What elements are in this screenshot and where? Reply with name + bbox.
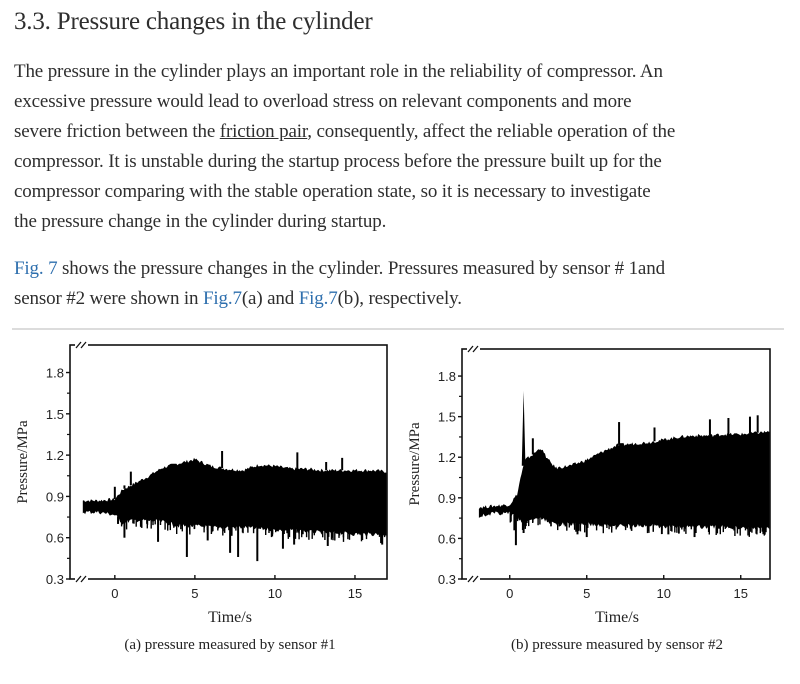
p1-line3-pre: severe friction between the <box>14 121 220 142</box>
axis-break-top <box>75 341 82 349</box>
p2-text2: sensor #2 were shown in <box>14 288 204 309</box>
p1-line6: the pressure change in the cylinder duri… <box>14 211 387 232</box>
x-tick-label: 10 <box>657 586 671 601</box>
axis-break-bottom <box>472 575 479 583</box>
y-tick-label: 0.6 <box>438 531 456 546</box>
section-title: 3.3. Pressure changes in the cylinder <box>14 8 373 35</box>
chart-b-ylabel: Pressure/MPa <box>407 422 423 506</box>
fig7b-link[interactable]: Fig.7 <box>298 288 338 309</box>
chart-a-signal-band <box>82 457 388 537</box>
friction-pair-link[interactable]: friction pair <box>219 121 308 142</box>
axis-break-top-gap <box>75 342 88 348</box>
chart-a-xlabel: Time/s <box>208 609 252 626</box>
figure-7[interactable]: 0.3 0.6 0.9 1.2 1.5 1.8 0 5 10 15 Pressure/MPa Ti… <box>0 331 800 679</box>
p1-line4: compressor. It is unstable during the st… <box>14 151 662 172</box>
y-tick-label: 0.6 <box>46 531 64 546</box>
x-tick-label: 0 <box>111 586 118 601</box>
p2-text4: (b), respectively. <box>337 288 462 309</box>
y-tick-label: 1.8 <box>46 366 64 381</box>
fig7a-link[interactable]: Fig.7 <box>203 288 242 309</box>
axis-break-bottom <box>80 575 87 583</box>
axis-break-bottom <box>75 575 82 583</box>
chart-a-marks <box>82 450 388 562</box>
chart-a-ylabel: Pressure/MPa <box>15 420 31 504</box>
x-tick-label: 5 <box>191 586 198 601</box>
chart-b-caption: (b) pressure measured by sensor #2 <box>511 637 723 653</box>
fig7-link[interactable]: Fig. 7 <box>14 258 58 279</box>
chart-a-caption: (a) pressure measured by sensor #1 <box>124 637 335 653</box>
chart-a-frame <box>69 344 388 580</box>
p1-line3-post: , consequently, affect the reliable oper… <box>307 121 676 142</box>
y-tick-label: 0.3 <box>438 572 456 587</box>
chart-a-ticks: 0.3 0.6 0.9 1.2 1.5 1.8 0 5 10 15 <box>46 341 362 601</box>
y-tick-label: 0.9 <box>46 489 64 504</box>
axis-break-bottom-gap <box>467 576 480 582</box>
y-tick-label: 0.9 <box>438 491 456 506</box>
y-tick-label: 0.3 <box>46 572 64 587</box>
chart-b-xlabel: Time/s <box>595 609 639 626</box>
axis-break-bottom-gap <box>75 576 88 582</box>
p2-text1: shows the pressure changes in the cylind… <box>57 258 665 279</box>
x-tick-label: 0 <box>506 586 513 601</box>
figure-divider <box>12 328 784 330</box>
axis-break-top <box>467 345 474 353</box>
p1-line2: excessive pressure would lead to overloa… <box>14 91 632 112</box>
chart-b-marks <box>478 390 770 546</box>
chart-b-signal-band <box>478 430 770 530</box>
paragraph-pressure-role: The pressure in the cylinder plays an im… <box>14 57 794 237</box>
paragraph-fig7: Fig. 7 shows the pressure changes in the… <box>14 254 794 314</box>
y-tick-label: 1.2 <box>438 450 456 465</box>
axis-break-top-gap <box>467 346 480 352</box>
y-tick-label: 1.5 <box>438 410 456 425</box>
p2-text3: (a) and <box>241 288 299 309</box>
chart-b-frame <box>461 348 771 580</box>
axis-break-bottom <box>467 575 474 583</box>
x-tick-label: 15 <box>734 586 748 601</box>
chart-b: 0.3 0.6 0.9 1.2 1.5 1.8 0 5 10 15 Pressure/MPa Ti… <box>407 345 771 653</box>
chart-b-ticks: 0.3 0.6 0.9 1.2 1.5 1.8 0 5 10 15 <box>438 345 748 601</box>
y-tick-label: 1.5 <box>46 407 64 422</box>
axis-break-top <box>80 341 87 349</box>
spike-up <box>521 390 526 466</box>
x-tick-label: 15 <box>348 586 362 601</box>
figure-7-svg: 0.3 0.6 0.9 1.2 1.5 1.8 0 5 10 15 Pressure/MPa Ti… <box>15 341 771 653</box>
x-tick-label: 5 <box>583 586 590 601</box>
y-tick-label: 1.2 <box>46 448 64 463</box>
axis-break-top <box>472 345 479 353</box>
p1-line5: compressor comparing with the stable ope… <box>14 181 651 202</box>
y-tick-label: 1.8 <box>438 369 456 384</box>
p1-line1: The pressure in the cylinder plays an im… <box>14 61 663 82</box>
chart-a: 0.3 0.6 0.9 1.2 1.5 1.8 0 5 10 15 Pressure/MPa Ti… <box>15 341 388 653</box>
x-tick-label: 10 <box>268 586 282 601</box>
